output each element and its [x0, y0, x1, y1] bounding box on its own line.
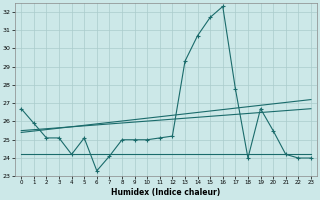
- X-axis label: Humidex (Indice chaleur): Humidex (Indice chaleur): [111, 188, 221, 197]
